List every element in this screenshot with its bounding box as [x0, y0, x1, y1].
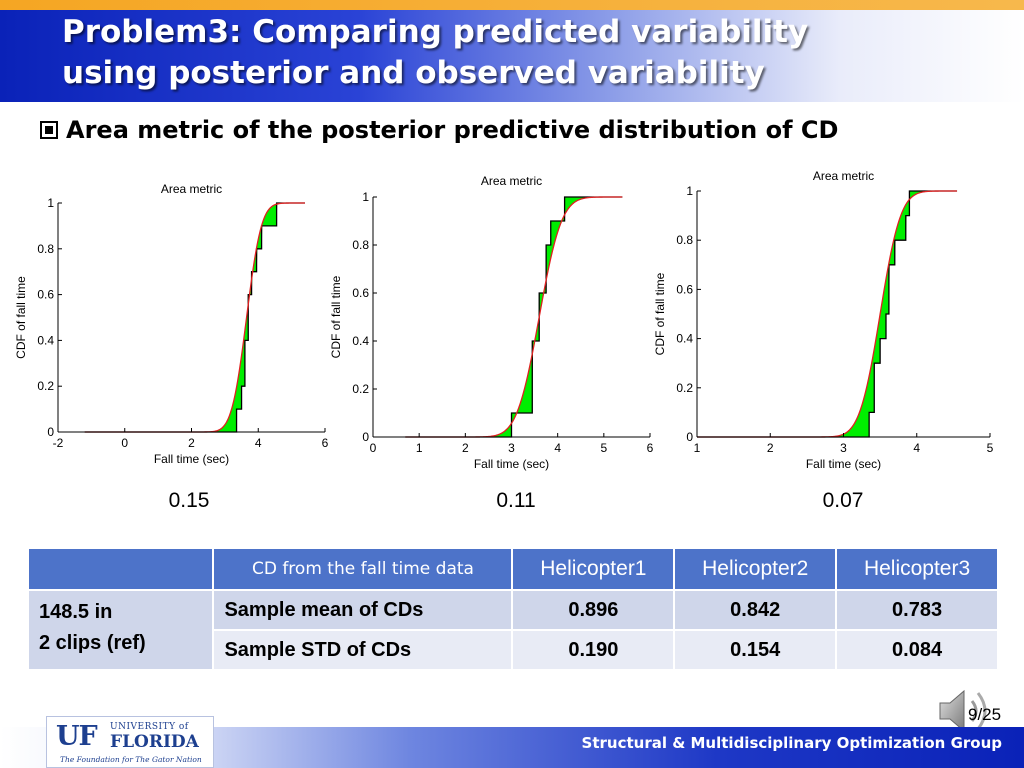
bullet-text: Area metric of the posterior predictive …: [66, 116, 839, 144]
y-tick-label: 0: [362, 430, 369, 444]
checkbox-bullet-icon: [40, 121, 58, 139]
y-tick-label: 0.2: [37, 379, 54, 393]
bullet-point: Area metric of the posterior predictive …: [40, 114, 838, 146]
table-cell-label: Sample mean of CDs: [212, 589, 514, 631]
x-tick-label: 6: [322, 436, 329, 450]
top-accent-strip: [0, 0, 1024, 10]
x-tick-label: 2: [462, 441, 469, 455]
x-tick-label: 0: [370, 441, 377, 455]
x-tick-label: 1: [694, 441, 701, 455]
area-metric-fill-2: [405, 196, 623, 438]
table-cell: 0.154: [673, 629, 838, 671]
table-cell: 0.896: [511, 589, 676, 631]
y-axis-label-1: CDF of fall time: [14, 276, 28, 359]
chart-title-1: Area metric: [161, 182, 222, 196]
table-header-row: CD from the fall time data Helicopter1 H…: [26, 547, 999, 591]
cd-statistics-table: CD from the fall time data Helicopter1 H…: [26, 547, 999, 671]
x-tick-label: 6: [647, 441, 654, 455]
predicted-cdf-line-1: [84, 202, 305, 433]
area-metric-fill-3: [697, 190, 958, 438]
table-header-helicopter1: Helicopter1: [511, 547, 676, 591]
y-tick-label: 0: [47, 425, 54, 439]
y-tick-label: 0.8: [676, 233, 693, 247]
table-cell: 0.783: [835, 589, 999, 631]
y-tick-label: 0.4: [37, 333, 54, 347]
x-tick-label: 2: [188, 436, 195, 450]
table-header-cd: CD from the fall time data: [212, 547, 514, 591]
x-axis-label-1: Fall time (sec): [154, 452, 229, 466]
page-number: 9/25: [968, 705, 1002, 724]
table-cell: 0.084: [835, 629, 999, 671]
area-metric-fill-1: [84, 202, 305, 433]
footer-group-name: Structural & Multidisciplinary Optimizat…: [581, 734, 1002, 752]
uf-logo-university: UNIVERSITY of: [110, 722, 189, 732]
uf-logo-florida: FLORIDA: [110, 732, 199, 752]
y-axis-label-2: CDF of fall time: [329, 275, 343, 358]
y-tick-label: 1: [47, 196, 54, 210]
table-cell-label: Sample STD of CDs: [212, 629, 514, 671]
x-tick-label: 1: [416, 441, 423, 455]
speaker-icon[interactable]: [936, 683, 1000, 739]
y-tick-label: 0.4: [676, 332, 693, 346]
uf-logo-mark: UF: [56, 721, 98, 752]
x-tick-label: 5: [600, 441, 607, 455]
table-cell: 0.190: [511, 629, 676, 671]
title-line-1: Problem3: Comparing predicted variabilit…: [62, 14, 809, 50]
y-tick-label: 0: [686, 430, 693, 444]
x-tick-label: 0: [121, 436, 128, 450]
x-axis-label-2: Fall time (sec): [474, 457, 549, 471]
row-header-line-2: 2 clips (ref): [39, 632, 146, 654]
x-axis-label-3: Fall time (sec): [806, 457, 881, 471]
title-band: [0, 10, 1024, 102]
title-line-2: using posterior and observed variability: [62, 55, 765, 91]
y-tick-label: 0.8: [352, 238, 369, 252]
table-cell: 0.842: [673, 589, 838, 631]
chart-title-3: Area metric: [813, 169, 874, 183]
x-tick-label: -2: [53, 436, 64, 450]
predicted-cdf-line-2: [405, 196, 623, 438]
y-tick-label: 0.2: [676, 381, 693, 395]
table-row-header: 148.5 in 2 clips (ref): [26, 589, 215, 671]
y-tick-label: 0.6: [676, 282, 693, 296]
chart-title-2: Area metric: [481, 174, 542, 188]
x-tick-label: 4: [913, 441, 920, 455]
uf-logo: UF UNIVERSITY of FLORIDA The Foundation …: [46, 716, 214, 768]
x-tick-label: 2: [767, 441, 774, 455]
table-row: 148.5 in 2 clips (ref) Sample mean of CD…: [26, 589, 999, 671]
y-tick-label: 0.2: [352, 382, 369, 396]
y-tick-label: 0.8: [37, 242, 54, 256]
y-tick-label: 1: [362, 190, 369, 204]
area-metric-value-2: 0.11: [496, 489, 536, 512]
y-tick-label: 0.6: [37, 288, 54, 302]
y-axis-label-3: CDF of fall time: [653, 272, 667, 355]
area-metric-value-1: 0.15: [168, 489, 210, 512]
uf-logo-tagline: The Foundation for The Gator Nation: [60, 755, 202, 764]
y-tick-label: 1: [686, 184, 693, 198]
x-tick-label: 5: [987, 441, 994, 455]
observed-ecdf-line-3: [697, 190, 958, 438]
y-tick-label: 0.6: [352, 286, 369, 300]
y-tick-label: 0.4: [352, 334, 369, 348]
table-row: Sample STD of CDs 0.190 0.154 0.084: [28, 629, 999, 671]
table-header-helicopter3: Helicopter3: [835, 547, 999, 591]
observed-ecdf-line-2: [405, 196, 623, 438]
table-header-helicopter2: Helicopter2: [673, 547, 838, 591]
observed-ecdf-line-1: [84, 202, 305, 433]
x-tick-label: 3: [508, 441, 515, 455]
x-tick-label: 3: [840, 441, 847, 455]
area-metric-value-3: 0.07: [822, 489, 864, 512]
page-title: Problem3: Comparing predicted variabilit…: [62, 12, 962, 94]
x-tick-label: 4: [255, 436, 262, 450]
predicted-cdf-line-3: [697, 190, 958, 438]
table-header-corner: [26, 547, 215, 591]
x-tick-label: 4: [554, 441, 561, 455]
row-header-line-1: 148.5 in: [39, 601, 113, 623]
